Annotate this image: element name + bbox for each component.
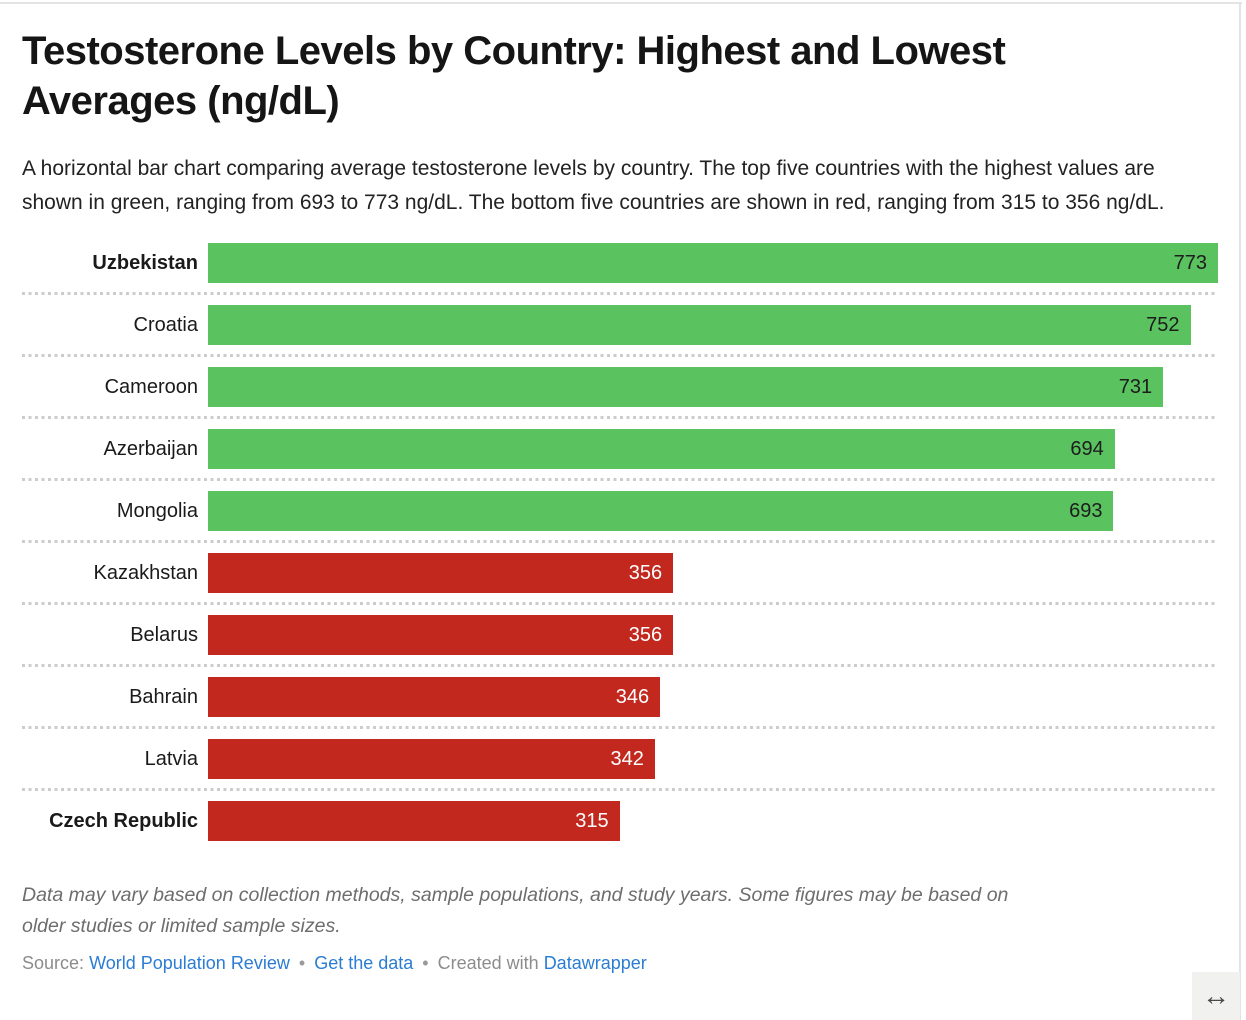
bar-value-label: 752 — [1146, 314, 1180, 336]
bar-track: 731 — [208, 367, 1218, 407]
bar-value-label: 356 — [628, 562, 663, 584]
datawrapper-link[interactable]: Datawrapper — [543, 953, 647, 973]
bar-value-label: 342 — [610, 748, 644, 770]
bar[interactable]: 731 — [208, 367, 1164, 407]
bar-track: 773 — [208, 243, 1218, 283]
source-separator-2: • — [422, 953, 429, 973]
chart-row: Azerbaijan 694 — [22, 418, 1218, 481]
chart-row: Latvia 342 — [22, 728, 1218, 791]
bar[interactable]: 356 — [208, 553, 674, 593]
chart-row: Mongolia 693 — [22, 480, 1218, 543]
bar-track: 315 — [208, 801, 1218, 841]
bar[interactable]: 342 — [208, 739, 655, 779]
bar[interactable]: 346 — [208, 677, 661, 717]
chart-row: Croatia 752 — [22, 294, 1218, 357]
chart-row: Kazakhstan 356 — [22, 542, 1218, 605]
bar-label: Mongolia — [116, 499, 198, 522]
chart-row: Belarus 356 — [22, 604, 1218, 667]
bar-value-label: 731 — [1118, 376, 1153, 398]
bar-value-label: 315 — [575, 810, 609, 832]
bar-label: Croatia — [133, 313, 198, 336]
bar-value-label: 693 — [1069, 500, 1103, 522]
bar-value-label: 346 — [615, 686, 650, 708]
frame-border-top — [0, 2, 1242, 4]
bar-label: Uzbekistan — [92, 251, 198, 274]
chart-description: A horizontal bar chart comparing average… — [22, 157, 1165, 214]
bar-label: Belarus — [130, 623, 198, 646]
bar-track: 346 — [208, 677, 1218, 717]
bar-track: 356 — [208, 615, 1218, 655]
source-line: Source: World Population Review • Get th… — [22, 951, 1218, 975]
bar-value-label: 694 — [1070, 438, 1104, 460]
bar[interactable]: 694 — [208, 429, 1115, 469]
page-title: Testosterone Levels by Country: Highest … — [22, 29, 1006, 123]
bar-chart: Uzbekistan 773 Croatia 752 Cameroon 731 … — [22, 232, 1218, 852]
source-separator: • — [298, 953, 306, 973]
bar-track: 342 — [208, 739, 1218, 779]
bar-label: Bahrain — [129, 685, 198, 708]
bar-value-label: 356 — [628, 624, 663, 646]
chart-row: Cameroon 731 — [22, 356, 1218, 419]
bar-track: 694 — [208, 429, 1218, 469]
bar-label: Azerbaijan — [103, 437, 198, 460]
bar[interactable]: 693 — [208, 491, 1114, 531]
bar-label: Czech Republic — [49, 809, 198, 832]
bar[interactable]: 315 — [208, 801, 620, 841]
chart-footnote: Data may vary based on collection method… — [22, 884, 1009, 937]
bar-track: 752 — [208, 305, 1218, 345]
source-link[interactable]: World Population Review — [89, 953, 290, 973]
bar-value-label: 773 — [1173, 252, 1207, 274]
chart-row: Bahrain 346 — [22, 666, 1218, 729]
bar[interactable]: 356 — [208, 615, 674, 655]
bar-track: 693 — [208, 491, 1218, 531]
expand-button[interactable]: ↔ — [1192, 972, 1240, 1020]
expand-horizontal-icon: ↔ — [1202, 980, 1230, 1011]
bar-label: Cameroon — [104, 375, 198, 398]
bar-label: Latvia — [144, 747, 198, 770]
bar[interactable]: 752 — [208, 305, 1191, 345]
bar-label: Kazakhstan — [93, 561, 198, 584]
bar-track: 356 — [208, 553, 1218, 593]
get-the-data-link[interactable]: Get the data — [314, 953, 414, 973]
created-with-label: Created with — [437, 953, 539, 973]
chart-row: Czech Republic 315 — [22, 790, 1218, 852]
source-prefix-label: Source: — [22, 953, 85, 973]
chart-row: Uzbekistan 773 — [22, 232, 1218, 295]
frame-border-right — [1239, 2, 1241, 1020]
bar[interactable]: 773 — [208, 243, 1218, 283]
